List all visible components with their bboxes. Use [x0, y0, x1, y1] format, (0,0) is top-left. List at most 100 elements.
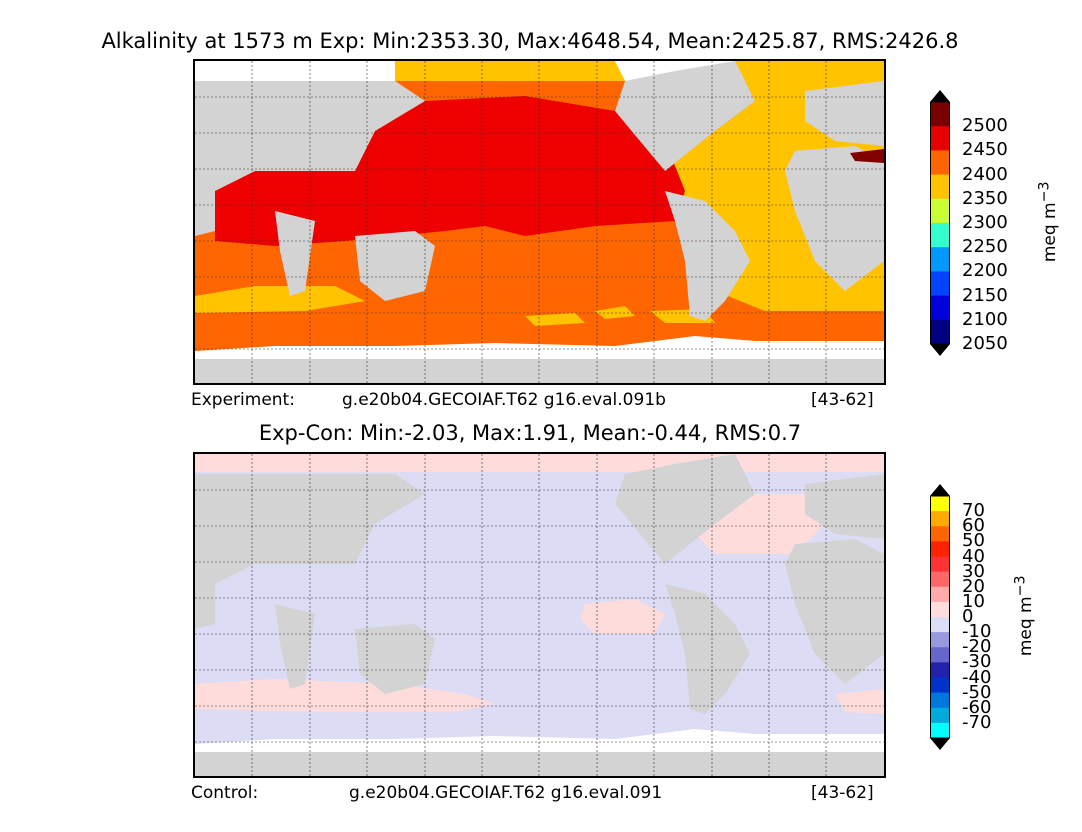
- eurasia-land-west-bottom: [195, 474, 425, 584]
- bottom-colorbar-swatch: [930, 556, 950, 573]
- bottom-colorbar-swatch: [930, 541, 950, 557]
- bottom-colorbar-swatch: [930, 707, 950, 724]
- southern-yellow-patch-2: [595, 306, 635, 319]
- bottom-colorbar-tick-label: -70: [962, 711, 992, 733]
- east-pacific-positive-diff: [580, 599, 665, 634]
- top-colorbar-tick-label: 2050: [962, 333, 1008, 354]
- bottom-colorbar-swatches: [930, 484, 950, 750]
- australia-land-bottom: [355, 624, 435, 694]
- southern-positive-diff: [195, 679, 495, 712]
- southern-yellow-patch-1: [525, 313, 585, 326]
- india-land-bottom: [275, 604, 315, 689]
- africa-land: [785, 146, 884, 291]
- bottom-colorbar-tick-label: -50: [962, 681, 992, 703]
- bottom-colorbar-swatch: [930, 692, 950, 709]
- southern-yellow-band-west: [195, 286, 365, 313]
- south-america-land: [665, 191, 750, 321]
- antarctica-land: [195, 359, 884, 383]
- bottom-footer-label: Control:: [191, 783, 259, 803]
- bottom-colorbar-swatch: [930, 722, 950, 739]
- top-colorbar-swatch: [930, 247, 950, 272]
- top-footer-years: [43-62]: [811, 390, 874, 410]
- bottom-colorbar-tick-label: 50: [962, 530, 985, 552]
- top-colorbar-tick-label: 2100: [962, 308, 1008, 330]
- arctic-yellow-region: [395, 61, 625, 81]
- top-colorbar-swatch: [930, 198, 950, 224]
- top-colorbar-swatches: [930, 90, 950, 356]
- bottom-footer-years: [43-62]: [811, 783, 874, 803]
- graticule: [195, 61, 884, 383]
- top-colorbar-tick-label: 2500: [962, 115, 1008, 137]
- africa-east-land-bottom: [195, 584, 215, 629]
- south-america-land-bottom: [665, 584, 750, 714]
- top-colorbar-extend-min-arrow: [930, 344, 950, 356]
- top-alkalinity-map: [193, 59, 886, 385]
- bottom-colorbar-swatch: [930, 571, 950, 588]
- bottom-colorbar-unit-exponent: −3: [1012, 575, 1029, 597]
- top-map-canvas: [195, 61, 884, 383]
- atlantic-yellow-region: [535, 61, 884, 311]
- bottom-panel-title: Exp-Con: Min:-2.03, Max:1.91, Mean:-0.44…: [258, 421, 802, 445]
- bottom-colorbar-swatch: [930, 677, 950, 694]
- north-america-land: [615, 61, 755, 171]
- top-colorbar-outline: [930, 101, 950, 345]
- top-colorbar: [930, 90, 956, 356]
- bottom-colorbar-swatch: [930, 617, 950, 633]
- bottom-colorbar-swatch: [930, 662, 950, 678]
- top-footer-label: Experiment:: [191, 390, 295, 410]
- bottom-colorbar-tick-label: -60: [962, 696, 992, 718]
- top-colorbar-swatch: [930, 102, 950, 127]
- top-colorbar-swatch: [930, 271, 950, 297]
- top-colorbar-swatch: [930, 126, 950, 151]
- top-colorbar-swatch: [930, 150, 950, 176]
- bottom-colorbar-tick-label: 0: [962, 606, 974, 627]
- australia-land: [355, 231, 435, 301]
- south-atlantic-positive-diff: [835, 689, 884, 714]
- bottom-colorbar-swatch: [930, 601, 950, 618]
- bottom-colorbar-swatch: [930, 526, 950, 542]
- arctic-positive-diff: [195, 454, 884, 472]
- antarctica-land-bottom: [195, 752, 884, 776]
- bottom-footer-case: g.e20b04.GECOIAF.T62 g16.eval.091: [349, 783, 663, 803]
- bottom-colorbar-tick-label: 30: [962, 560, 985, 582]
- bottom-colorbar-tick-label: 20: [962, 575, 985, 597]
- north-america-land-bottom: [615, 454, 755, 564]
- bottom-difference-map: [193, 452, 886, 778]
- top-colorbar-tick-label: 2150: [962, 284, 1008, 306]
- top-footer-case: g.e20b04.GECOIAF.T62 g16.eval.091b: [342, 390, 666, 410]
- top-colorbar-tick-label: 2300: [962, 212, 1008, 233]
- bottom-colorbar-tick-label: -40: [962, 666, 992, 688]
- top-colorbar-tick-label: 2400: [962, 163, 1008, 185]
- top-colorbar-tick-label: 2250: [962, 236, 1008, 258]
- bottom-colorbar-tick-label: 10: [962, 590, 985, 612]
- bottom-colorbar-extend-max-arrow: [930, 484, 950, 496]
- graticule-bottom: [195, 454, 884, 776]
- bottom-colorbar-swatch: [930, 632, 950, 648]
- pacific-indian-red-region: [215, 96, 685, 246]
- top-colorbar-swatch: [930, 295, 950, 321]
- india-land: [275, 211, 315, 296]
- africa-east-land: [195, 191, 215, 236]
- mediterranean-dark-red: [850, 149, 884, 163]
- bottom-colorbar: [930, 484, 956, 750]
- bottom-colorbar-outline: [930, 495, 950, 739]
- bottom-colorbar-tick-label: -20: [962, 636, 992, 658]
- bottom-colorbar-unit-text: meq m: [1016, 596, 1037, 657]
- africa-land-bottom: [785, 539, 884, 684]
- top-panel-title: Alkalinity at 1573 m Exp: Min:2353.30, M…: [101, 29, 959, 53]
- bottom-colorbar-unit: meq m−3: [1013, 576, 1037, 657]
- top-colorbar-unit: meq m−3: [1037, 182, 1061, 263]
- bottom-colorbar-tick-label: 40: [962, 545, 985, 567]
- top-colorbar-tick-label: 2350: [962, 187, 1008, 209]
- top-colorbar-swatch: [930, 319, 950, 345]
- eurasia-land-west: [195, 81, 425, 191]
- bottom-colorbar-tick-label: -30: [962, 651, 992, 673]
- bottom-colorbar-swatch: [930, 647, 950, 663]
- bottom-map-canvas: [195, 454, 884, 776]
- top-colorbar-tick-label: 2450: [962, 139, 1008, 161]
- bottom-colorbar-extend-min-arrow: [930, 738, 950, 750]
- top-colorbar-unit-text: meq m: [1040, 202, 1061, 263]
- top-colorbar-unit-exponent: −3: [1036, 181, 1053, 203]
- top-colorbar-swatch: [930, 174, 950, 200]
- top-colorbar-extend-max-arrow: [930, 90, 950, 102]
